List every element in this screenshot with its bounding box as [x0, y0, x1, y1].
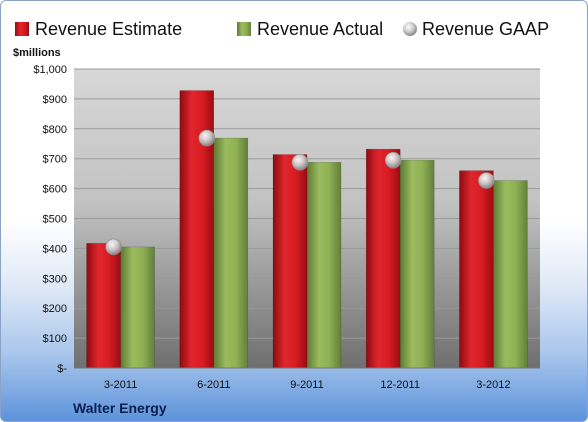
- y-tick-label: $800: [43, 124, 67, 136]
- y-tick-label: $400: [43, 243, 67, 255]
- y-tick-label: $300: [43, 273, 67, 285]
- legend-swatch-estimate: [15, 22, 29, 36]
- x-tick-label: 3-2012: [476, 379, 510, 391]
- x-tick-label: 12-2011: [380, 379, 420, 391]
- legend-swatch-actual: [237, 22, 251, 36]
- bar-revenue-estimate: [459, 170, 494, 369]
- bar-revenue-actual: [399, 159, 435, 369]
- x-tick-label: 3-2011: [104, 379, 137, 391]
- y-axis-ticks: $- $100 $200 $300 $400 $500 $600 $700 $800 $900 $1…: [33, 64, 67, 375]
- y-tick-label: $900: [43, 94, 67, 106]
- marker-revenue-gaap: [198, 129, 216, 147]
- x-axis-ticks: 3-2011 6-2011 9-2011 12-2011 3-2012: [104, 379, 511, 391]
- legend-label-actual: Revenue Actual: [257, 19, 383, 39]
- bars: [86, 90, 528, 369]
- company-name: Walter Energy: [73, 400, 167, 416]
- bar-revenue-estimate: [272, 154, 308, 369]
- legend: Revenue Estimate Revenue Actual Revenue …: [15, 19, 549, 39]
- y-tick-label: $1,000: [33, 64, 67, 76]
- marker-revenue-gaap: [105, 238, 122, 256]
- bar-revenue-actual: [306, 162, 342, 369]
- marker-revenue-gaap: [384, 151, 402, 169]
- legend-swatch-gaap: [403, 22, 417, 36]
- x-tick-label: 6-2011: [197, 379, 230, 391]
- bar-revenue-estimate: [365, 148, 401, 369]
- gaap-markers: [105, 129, 495, 256]
- y-tick-label: $100: [43, 333, 67, 345]
- marker-revenue-gaap: [478, 172, 495, 189]
- bar-revenue-actual: [120, 246, 155, 369]
- y-tick-label: $700: [43, 154, 67, 166]
- bar-revenue-actual: [493, 180, 528, 369]
- bar-revenue-actual: [213, 137, 249, 369]
- legend-label-estimate: Revenue Estimate: [35, 19, 182, 39]
- marker-revenue-gaap: [291, 153, 309, 171]
- y-tick-label: $600: [43, 184, 67, 196]
- y-tick-label: $500: [43, 214, 67, 226]
- y-tick-label: $200: [43, 303, 67, 315]
- legend-label-gaap: Revenue GAAP: [422, 19, 549, 39]
- x-tick-label: 9-2011: [290, 379, 323, 391]
- y-axis-unit-label: $millions: [13, 47, 61, 59]
- bar-revenue-estimate: [86, 243, 121, 369]
- y-tick-label: $-: [57, 363, 67, 375]
